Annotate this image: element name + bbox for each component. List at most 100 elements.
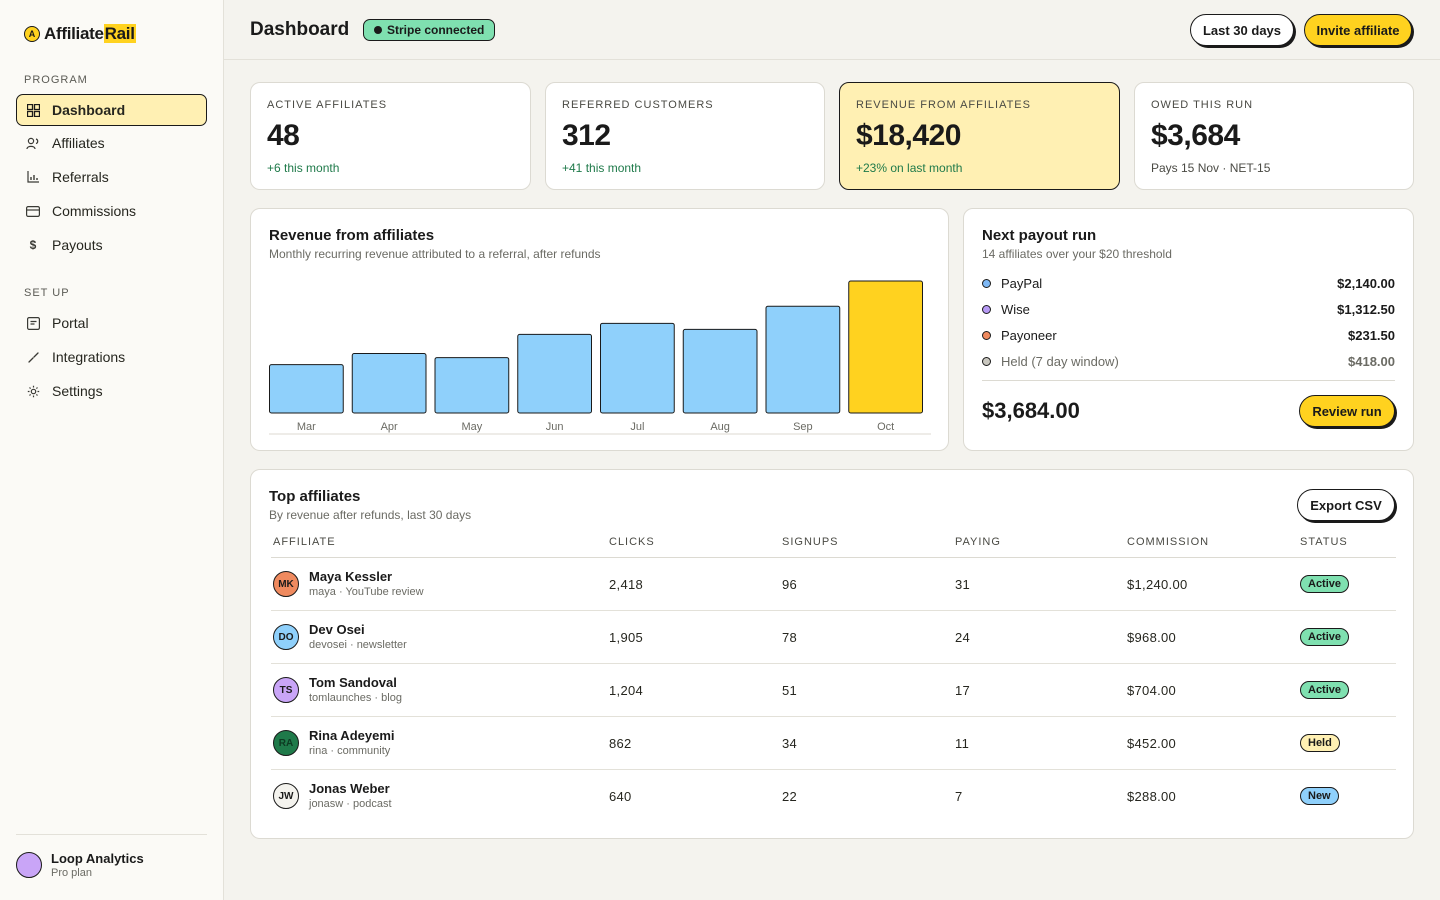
chart-bar-oct[interactable] — [848, 280, 923, 414]
sidebar-item-portal[interactable]: Portal — [16, 307, 207, 339]
column-header-signups[interactable]: SIGNUPS — [782, 536, 839, 548]
table-row[interactable]: RA Rina Adeyemi rina · community 862 34 … — [271, 717, 1396, 770]
chart-bar-aug[interactable] — [682, 328, 758, 414]
table-row[interactable]: MK Maya Kessler maya · YouTube review 2,… — [271, 558, 1396, 611]
affiliate-handle: tomlaunches · blog — [309, 692, 402, 704]
dollar-icon: $ — [29, 238, 37, 252]
paying-cell: 17 — [955, 683, 971, 698]
payout-row-held: Held (7 day window) $418.00 — [982, 351, 1395, 371]
top-header: Dashboard Stripe connected Last 30 days … — [224, 0, 1440, 60]
org-name[interactable]: Loop Analytics — [51, 851, 144, 866]
clicks-cell: 1,905 — [609, 630, 644, 645]
avatar: RA — [273, 730, 299, 756]
chart-bar-may[interactable] — [434, 357, 510, 414]
paying-cell: 31 — [955, 577, 971, 592]
clicks-cell: 640 — [609, 789, 632, 804]
brand-name: AffiliateRail — [44, 24, 136, 43]
payout-row-payoneer: Payoneer $231.50 — [982, 325, 1395, 345]
kpi-label: OWED THIS RUN — [1151, 99, 1254, 111]
column-header-clicks[interactable]: CLICKS — [609, 536, 655, 548]
payout-amount: $1,312.50 — [1337, 301, 1395, 317]
logo[interactable]: A AffiliateRail — [24, 24, 136, 44]
paying-cell: 24 — [955, 630, 971, 645]
chart-tick-label: Mar — [297, 421, 316, 433]
paying-cell: 7 — [955, 789, 963, 804]
chart-tick-label: Sep — [793, 421, 813, 433]
column-header-status[interactable]: STATUS — [1300, 536, 1348, 548]
affiliate-name[interactable]: Dev Osei — [309, 622, 365, 637]
sidebar-item-label: Portal — [52, 315, 89, 331]
table-row[interactable]: DO Dev Osei devosei · newsletter 1,905 7… — [271, 611, 1396, 664]
sidebar-divider — [16, 834, 207, 835]
bar-chart-icon — [26, 170, 40, 184]
payout-method-name: Wise — [1001, 301, 1030, 317]
column-header-commission[interactable]: COMMISSION — [1127, 536, 1210, 548]
card-icon — [26, 204, 40, 218]
chart-tick-label: May — [461, 421, 482, 433]
status-badge: Held — [1300, 734, 1340, 752]
kpi-value: $3,684 — [1151, 119, 1240, 152]
kpi-label: ACTIVE AFFILIATES — [267, 99, 388, 111]
sidebar-item-label: Payouts — [52, 237, 103, 253]
column-header-paying[interactable]: PAYING — [955, 536, 1001, 548]
table-header-divider — [271, 557, 1396, 558]
gear-icon — [26, 384, 40, 398]
table-row[interactable]: JW Jonas Weber jonasw · podcast 640 22 7… — [271, 770, 1396, 823]
sidebar-item-label: Commissions — [52, 203, 137, 219]
sidebar-item-label: Settings — [52, 383, 103, 399]
chart-bar-mar[interactable] — [269, 364, 344, 414]
status-badge: New — [1300, 787, 1339, 805]
payout-row-wise: Wise $1,312.50 — [982, 299, 1395, 319]
link-icon — [26, 350, 40, 364]
sidebar-item-settings[interactable]: Settings — [16, 375, 207, 407]
logo-mark-icon: A — [24, 26, 40, 42]
sidebar-item-label: Affiliates — [52, 135, 105, 151]
sidebar-item-integrations[interactable]: Integrations — [16, 341, 207, 373]
payout-amount: $231.50 — [1348, 327, 1395, 343]
column-header-affiliate[interactable]: AFFILIATE — [273, 536, 336, 548]
affiliate-name[interactable]: Tom Sandoval — [309, 675, 397, 690]
date-range-button[interactable]: Last 30 days — [1190, 14, 1294, 46]
review-run-button[interactable]: Review run — [1299, 395, 1395, 427]
chart-tick-label: Jun — [546, 421, 564, 433]
affiliate-name[interactable]: Maya Kessler — [309, 569, 393, 584]
org-avatar[interactable] — [16, 852, 42, 878]
invite-affiliate-button[interactable]: Invite affiliate — [1304, 14, 1412, 46]
kpi-card-owed: OWED THIS RUN $3,684 Pays 15 Nov · NET-1… — [1134, 82, 1414, 190]
payout-row-paypal: PayPal $2,140.00 — [982, 273, 1395, 293]
sidebar-item-commissions[interactable]: Commissions — [16, 195, 207, 227]
kpi-label: REVENUE FROM AFFILIATES — [856, 99, 1031, 111]
sidebar-item-affiliates[interactable]: Affiliates — [16, 127, 207, 159]
sidebar-item-payouts[interactable]: $ Payouts — [16, 229, 207, 261]
payout-total: $3,684.00 — [982, 398, 1080, 423]
kpi-value: $18,420 — [856, 119, 961, 152]
card-title: Revenue from affiliates — [269, 227, 435, 244]
export-csv-button[interactable]: Export CSV — [1297, 489, 1395, 521]
affiliate-name[interactable]: Jonas Weber — [309, 781, 390, 796]
commission-cell: $704.00 — [1127, 683, 1177, 698]
status-badge: Active — [1300, 575, 1350, 593]
avatar: MK — [273, 571, 299, 597]
commission-cell: $288.00 — [1127, 789, 1177, 804]
chart-bar-jun[interactable] — [517, 333, 592, 414]
clicks-cell: 862 — [609, 736, 632, 751]
payout-method-dot — [982, 330, 991, 340]
paying-cell: 11 — [955, 736, 970, 751]
chart-bar-jul[interactable] — [600, 322, 675, 414]
chart-bar-sep[interactable] — [765, 305, 841, 414]
kpi-card-active-affiliates: ACTIVE AFFILIATES 48 +6 this month — [250, 82, 531, 190]
stripe-status-badge: Stripe connected — [363, 19, 496, 41]
card-subtitle: 14 affiliates over your $20 threshold — [982, 247, 1172, 261]
table-row[interactable]: TS Tom Sandoval tomlaunches · blog 1,204… — [271, 664, 1396, 717]
kpi-value: 312 — [562, 119, 611, 152]
status-badge: Active — [1300, 681, 1350, 699]
portal-icon — [26, 316, 40, 330]
affiliate-name[interactable]: Rina Adeyemi — [309, 728, 395, 743]
card-title: Next payout run — [982, 227, 1097, 244]
chart-bar-apr[interactable] — [351, 353, 427, 414]
sidebar-item-dashboard[interactable]: Dashboard — [16, 94, 207, 126]
sidebar-item-referrals[interactable]: Referrals — [16, 161, 207, 193]
payout-amount: $2,140.00 — [1337, 275, 1395, 291]
chart-tick-label: Aug — [710, 421, 730, 433]
kpi-card-referred-customers: REFERRED CUSTOMERS 312 +41 this month — [545, 82, 825, 190]
